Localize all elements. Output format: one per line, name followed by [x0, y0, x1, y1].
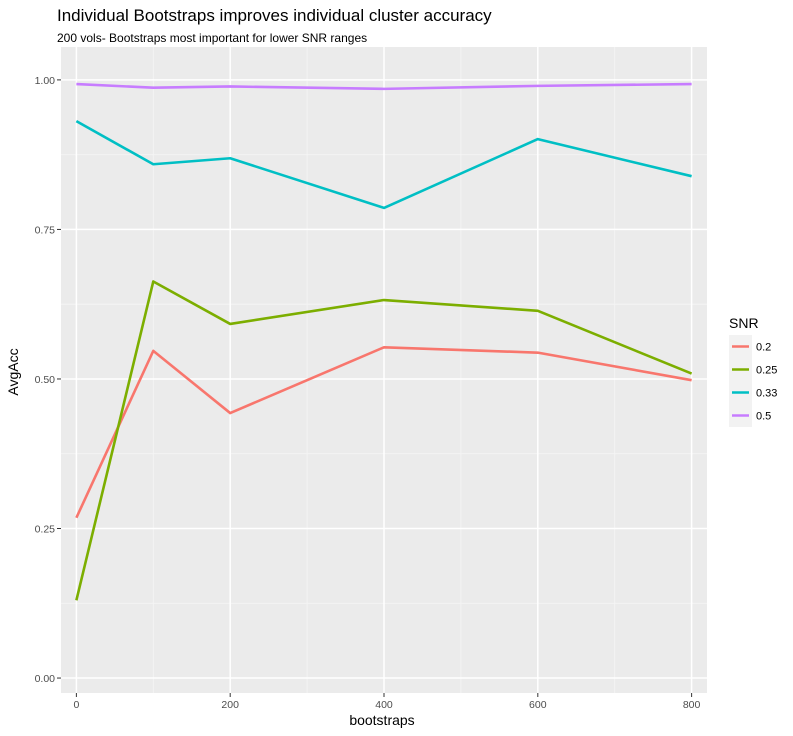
- legend-label: 0.25: [756, 365, 777, 377]
- y-axis-ticks: 0.00 0.25 0.50 0.75 1.00: [35, 75, 61, 685]
- series-line-snr-0-2: [75, 345, 692, 519]
- x-tick-label: 400: [375, 699, 393, 711]
- legend-items: 0.2 0.25 0.33 0.5: [729, 335, 777, 427]
- y-tick-label: 0.00: [35, 673, 56, 685]
- y-tick-label: 0.50: [35, 374, 56, 386]
- legend-title: SNR: [729, 315, 759, 331]
- y-tick-label: 0.75: [35, 224, 56, 236]
- y-tick-label: 0.25: [35, 524, 56, 536]
- x-tick-label: 600: [529, 699, 547, 711]
- x-axis-title: bootstraps: [349, 712, 414, 728]
- chart-title: Individual Bootstraps improves individua…: [57, 6, 492, 25]
- series-lines: [75, 82, 693, 601]
- x-tick-label: 0: [73, 699, 79, 711]
- x-tick-label: 200: [221, 699, 239, 711]
- y-axis-title: AvgAcc: [5, 348, 21, 395]
- series-line-snr-0-25: [75, 280, 693, 601]
- series-line-snr-0-33: [75, 120, 692, 210]
- series-line-snr-0-5: [76, 82, 692, 91]
- chart-subtitle: 200 vols- Bootstraps most important for …: [57, 31, 367, 45]
- x-tick-label: 800: [683, 699, 701, 711]
- y-tick-label: 1.00: [35, 75, 56, 87]
- legend: SNR 0.2 0.25 0.33 0.5: [729, 315, 777, 427]
- legend-label: 0.5: [756, 411, 771, 423]
- legend-label: 0.33: [756, 388, 777, 400]
- major-grid: [61, 47, 707, 693]
- legend-label: 0.2: [756, 342, 771, 354]
- x-axis-ticks: 0 200 400 600 800: [73, 693, 701, 711]
